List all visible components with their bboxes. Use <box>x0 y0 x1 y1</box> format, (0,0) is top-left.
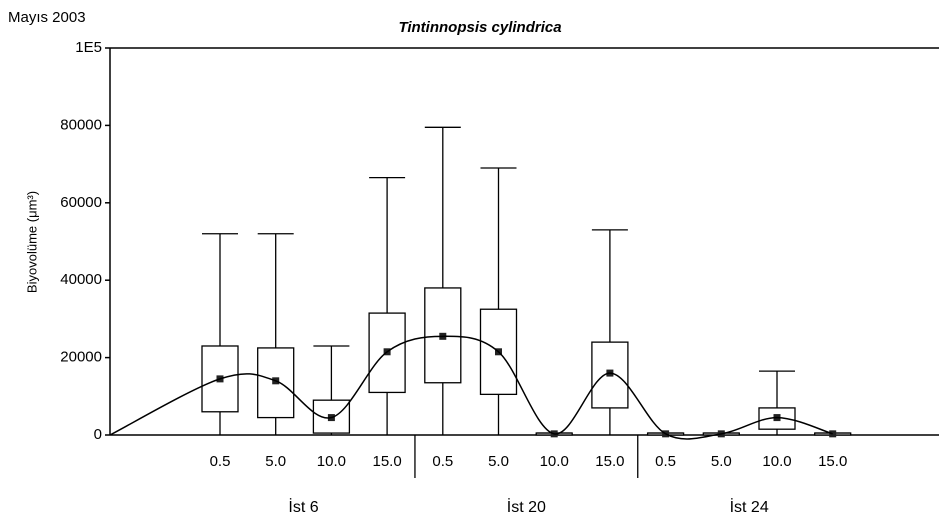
x-tick-label: 15.0 <box>818 453 847 470</box>
chart-title: Tintinnopsis cylindrica <box>398 19 561 36</box>
y-tick-label: 80000 <box>60 116 102 133</box>
y-tick-label: 20000 <box>60 349 102 366</box>
y-tick-label: 1E5 <box>75 39 102 56</box>
y-tick-label: 40000 <box>60 271 102 288</box>
box <box>257 347 295 419</box>
x-tick-label: 10.0 <box>317 453 346 470</box>
x-tick-label: 15.0 <box>595 453 624 470</box>
chart-subtitle: Mayıs 2003 <box>8 9 86 26</box>
y-axis-label: Biyovolüme (μm³) <box>24 191 39 293</box>
x-tick-label: 0.5 <box>655 453 676 470</box>
x-tick-label: 10.0 <box>762 453 791 470</box>
x-tick-label: 10.0 <box>540 453 569 470</box>
x-tick-label: 0.5 <box>210 453 231 470</box>
group-label: İst 20 <box>507 497 546 516</box>
mean-curve <box>109 335 833 440</box>
y-tick-label: 0 <box>94 426 102 443</box>
group-label: İst 6 <box>288 497 318 516</box>
x-tick-label: 5.0 <box>711 453 732 470</box>
group-label: İst 24 <box>730 497 769 516</box>
x-tick-label: 5.0 <box>488 453 509 470</box>
x-tick-label: 5.0 <box>265 453 286 470</box>
x-tick-label: 15.0 <box>372 453 401 470</box>
y-tick-label: 60000 <box>60 194 102 211</box>
x-tick-label: 0.5 <box>432 453 453 470</box>
